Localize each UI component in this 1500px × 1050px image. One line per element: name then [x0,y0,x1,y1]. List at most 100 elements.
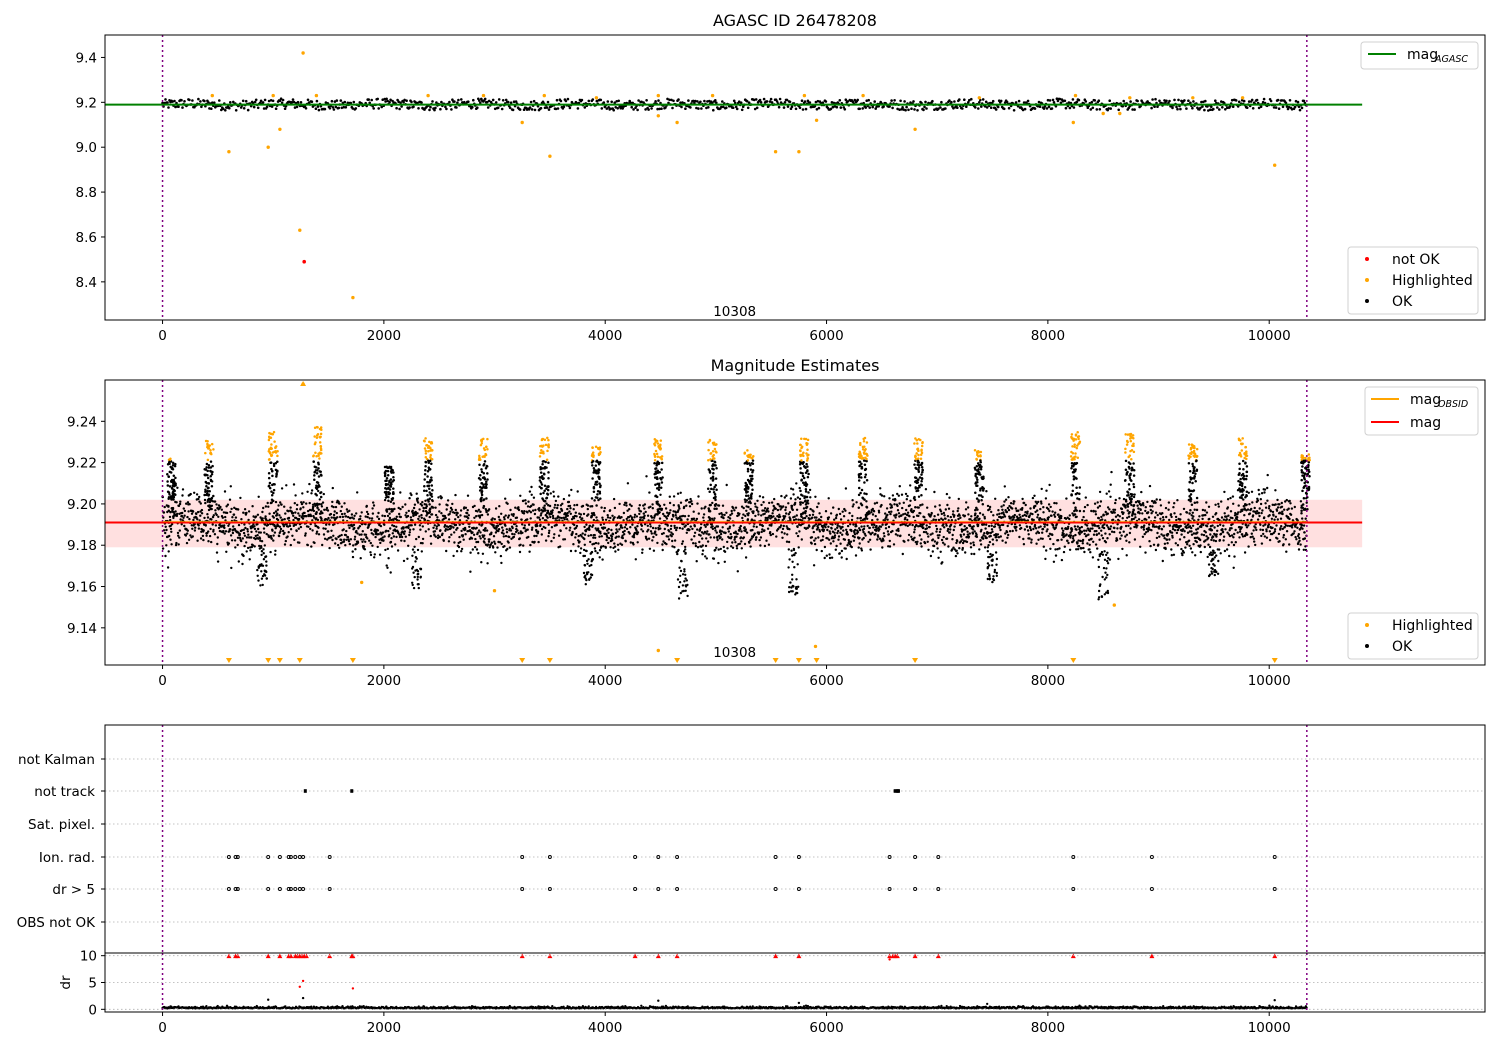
ok-point [603,526,607,529]
ok-point [1022,537,1025,541]
ok-point [483,534,486,537]
ok-point [199,510,202,513]
ok-point [661,548,664,552]
ok-point [787,540,791,544]
ok-point [891,106,894,110]
ok-point [340,505,343,508]
ok-point [1069,536,1072,539]
ok-point [956,552,959,555]
ok-point [808,488,812,492]
ok-point [266,523,270,527]
ok-point [885,507,889,510]
ok-point [527,535,530,539]
ok-point [586,507,589,511]
ok-point [900,108,903,111]
ok-point [558,511,562,514]
ok-point [354,107,358,110]
y-tick-label: 9.0 [76,140,97,156]
ok-point [768,100,772,103]
ok-point [727,530,730,533]
ok-point [543,106,547,110]
ok-point [1089,527,1092,530]
ok-point [605,107,609,110]
ok-point [402,526,405,529]
ok-point [832,540,835,543]
ok-point [692,542,695,545]
ok-point [1151,510,1154,513]
ok-point [827,497,830,500]
ok-point [895,513,898,516]
ok-point [902,513,905,516]
ok-point [1095,533,1099,536]
ok-point [168,493,171,496]
ok-point [1018,535,1021,539]
ok-point [1060,515,1063,518]
ok-point [319,105,323,108]
ok-point [1101,537,1105,540]
ok-point [445,508,448,511]
ok-point [500,512,503,515]
ok-point [214,524,218,527]
ok-point [268,512,271,515]
ok-point [1109,525,1113,528]
ok-point [1102,526,1106,530]
ok-point [944,508,947,511]
ok-point [476,531,479,534]
ok-point [1089,551,1092,554]
ok-point [932,544,936,548]
ok-point [458,535,461,539]
ok-point [771,512,774,515]
ok-point [908,515,911,518]
ok-point [1099,500,1103,503]
ok-point [935,527,939,531]
ok-point [937,556,940,559]
ok-point [1026,529,1030,532]
ok-point [676,552,679,556]
ok-point [533,108,537,112]
ok-point [700,507,703,510]
ok-point [808,518,811,521]
ok-point [240,529,244,532]
ok-point [889,512,892,516]
ok-point [876,535,880,538]
ok-point [1101,518,1104,521]
ok-point [1136,524,1139,527]
ok-point [537,516,541,519]
ok-point [306,543,309,547]
ok-point [811,516,814,519]
ok-point [272,516,275,519]
ok-point [558,516,561,519]
ok-point [1096,547,1099,550]
ok-point [986,504,990,508]
ok-point [1039,525,1042,528]
ok-point [1114,498,1118,502]
ok-point [370,98,374,102]
ok-point [837,507,840,511]
ok-point [949,523,953,526]
x-tick-label: 0 [158,328,167,344]
ok-point [782,505,785,508]
ok-point [222,511,226,514]
ok-point [1064,106,1068,110]
ok-point [178,536,181,539]
ok-point [374,535,377,539]
ok-point [1077,539,1080,542]
ok-point [1149,508,1153,512]
ok-point [356,541,360,544]
ok-point [753,502,757,505]
ok-point [991,530,994,533]
ok-point [934,518,938,522]
ok-point [672,99,675,103]
ok-point [841,533,844,536]
ok-point [696,502,699,505]
ok-point [416,501,420,504]
ok-point [233,506,236,509]
ok-point [999,99,1003,103]
ok-point [217,526,221,530]
ok-point [835,544,838,548]
ok-point [995,535,998,539]
ok-point [667,101,670,105]
y-tick-label: 9.4 [76,50,97,66]
ok-point [1002,511,1005,514]
ok-point [575,524,579,528]
